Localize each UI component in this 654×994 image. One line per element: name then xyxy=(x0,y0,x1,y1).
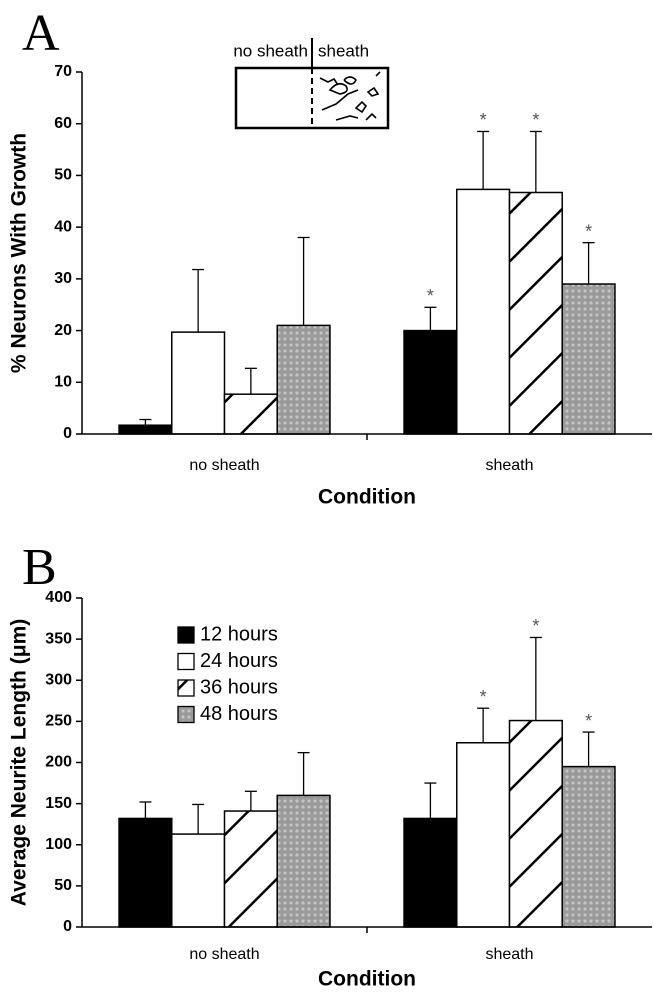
legend-label: 24 hours xyxy=(200,650,278,672)
panel-letter: A xyxy=(22,5,60,62)
y-tick-label: 50 xyxy=(54,877,72,894)
legend-label: 48 hours xyxy=(200,703,278,725)
bar xyxy=(508,191,563,435)
inset-neuron xyxy=(354,100,368,114)
x-axis-title: Condition xyxy=(318,968,416,991)
error-bar xyxy=(192,268,205,333)
significance-mark: * xyxy=(480,687,487,707)
error-bar xyxy=(297,751,310,796)
error-bar xyxy=(582,242,595,285)
legend-swatch xyxy=(177,705,195,724)
error-bar xyxy=(529,636,542,721)
significance-mark: * xyxy=(532,110,539,130)
error-bar xyxy=(529,130,542,193)
inset-label: sheath xyxy=(318,41,369,60)
legend-swatch xyxy=(177,626,195,644)
y-tick-label: 60 xyxy=(54,115,72,132)
bar xyxy=(223,393,278,435)
x-tick-label: no sheath xyxy=(189,457,259,474)
y-axis-title: Average Neurite Length (μm) xyxy=(8,619,31,906)
bar xyxy=(223,810,278,928)
error-bar xyxy=(244,367,257,395)
x-tick-label: sheath xyxy=(485,946,533,963)
significance-mark: * xyxy=(480,110,487,130)
inset-neuron xyxy=(319,77,339,86)
bar xyxy=(456,742,511,928)
y-axis-title: % Neurons With Growth xyxy=(8,133,31,373)
y-tick-label: 400 xyxy=(45,589,72,606)
y-tick-label: 150 xyxy=(45,795,72,812)
panel-letter: B xyxy=(22,539,57,596)
inset-neuron xyxy=(366,86,380,97)
y-tick-label: 250 xyxy=(45,713,72,730)
bar xyxy=(508,719,563,928)
error-bar xyxy=(424,306,437,331)
error-bar xyxy=(244,790,257,812)
significance-mark: * xyxy=(427,286,434,306)
x-tick-label: sheath xyxy=(485,457,533,474)
error-bar xyxy=(192,803,205,835)
y-tick-label: 10 xyxy=(54,374,72,391)
bar xyxy=(118,817,173,928)
error-bar xyxy=(139,801,152,819)
bar xyxy=(456,188,511,435)
y-tick-label: 300 xyxy=(45,671,72,688)
y-tick-label: 0 xyxy=(63,425,72,442)
error-bar xyxy=(582,731,595,767)
legend-label: 36 hours xyxy=(200,676,278,698)
inset-neuron xyxy=(343,76,357,85)
inset-neuron xyxy=(365,112,377,121)
x-tick-label: no sheath xyxy=(189,946,259,963)
significance-mark: * xyxy=(585,711,592,731)
bar xyxy=(403,329,458,435)
y-tick-label: 100 xyxy=(45,836,72,853)
y-tick-label: 70 xyxy=(54,63,72,80)
x-axis-title: Condition xyxy=(318,486,416,509)
y-tick-label: 0 xyxy=(63,918,72,935)
y-tick-label: 200 xyxy=(45,754,72,771)
y-tick-label: 30 xyxy=(54,270,72,287)
bar xyxy=(276,794,331,928)
inset-neuron xyxy=(375,71,381,77)
error-bar xyxy=(139,418,152,426)
error-bar xyxy=(477,130,490,190)
significance-mark: * xyxy=(532,616,539,636)
bar xyxy=(171,833,226,928)
y-tick-label: 40 xyxy=(54,218,72,235)
bar xyxy=(276,324,331,435)
inset-label: no sheath xyxy=(233,41,308,60)
inset-neuron xyxy=(328,82,348,95)
significance-mark: * xyxy=(585,221,592,241)
error-bar xyxy=(424,782,437,819)
bar xyxy=(118,424,173,435)
legend-swatch xyxy=(177,652,195,671)
y-tick-label: 350 xyxy=(45,630,72,647)
legend-label: 12 hours xyxy=(200,623,278,645)
bar xyxy=(561,765,616,928)
y-tick-label: 20 xyxy=(54,322,72,339)
y-tick-label: 50 xyxy=(54,167,72,184)
bar xyxy=(403,817,458,928)
bar xyxy=(171,331,226,435)
error-bar xyxy=(477,707,490,743)
error-bar xyxy=(297,236,310,326)
bar xyxy=(561,283,616,435)
inset-neuron xyxy=(335,115,359,121)
inset-neuron xyxy=(321,89,359,111)
legend-swatch xyxy=(177,679,195,697)
